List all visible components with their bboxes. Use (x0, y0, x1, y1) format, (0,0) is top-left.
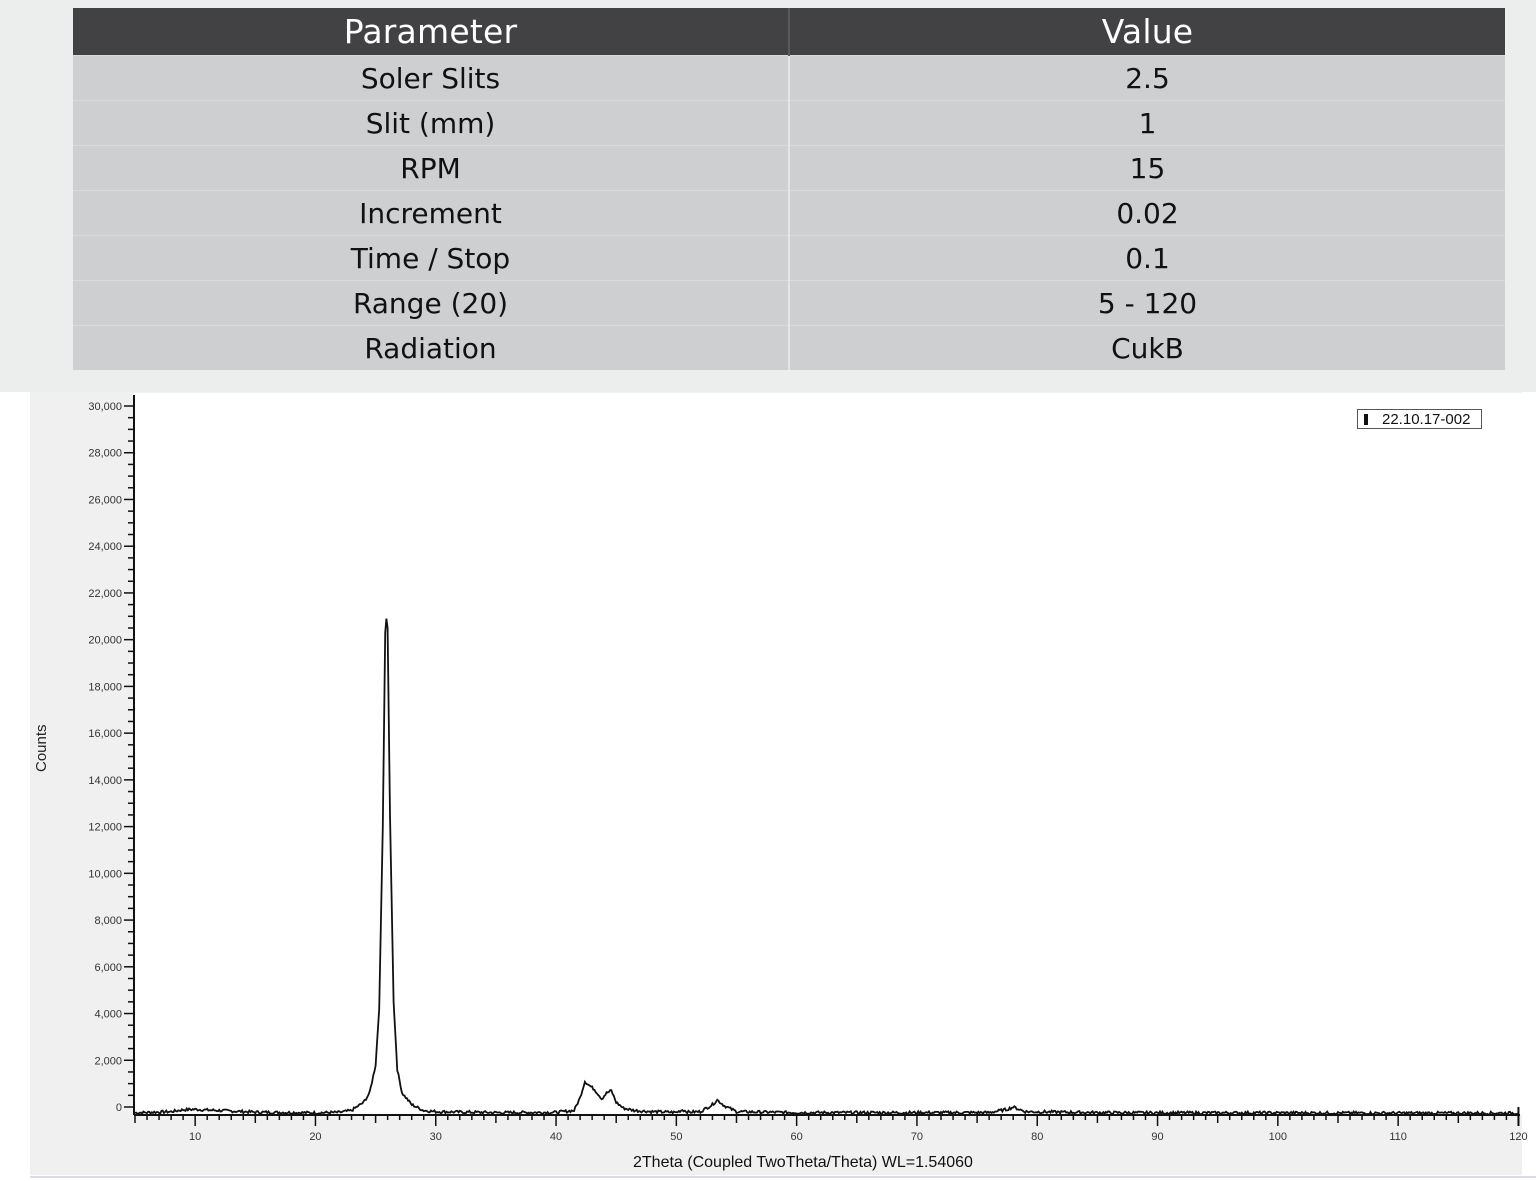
y-tick-label: 6,000 (94, 962, 122, 974)
table-row: Slit (mm) 1 (73, 100, 1505, 146)
parameter-cell: Soler Slits (73, 55, 790, 101)
value-cell: 5 - 120 (789, 280, 1505, 326)
y-axis-title: Counts (33, 724, 50, 772)
y-tick-label: 0 (116, 1102, 122, 1114)
y-tick-label: 14,000 (88, 775, 122, 787)
table-header-row: Parameter Value (73, 8, 1505, 56)
diffraction-pattern-line (134, 618, 1519, 1117)
y-tick-label: 16,000 (88, 728, 122, 740)
x-tick-label: 120 (1509, 1131, 1527, 1143)
value-cell: 0.02 (789, 190, 1505, 236)
xrd-plot: 30,000 28,000 26,000 24,000 22,000 20,000 18,0… (88, 393, 1528, 1143)
y-tick-label: 4,000 (94, 1009, 122, 1021)
parameter-cell: Radiation (73, 325, 790, 370)
x-tick-label: 40 (550, 1131, 562, 1143)
x-tick-label: 20 (309, 1131, 321, 1143)
y-tick-label: 12,000 (88, 822, 122, 834)
legend: 22.10.17-002 (1357, 409, 1482, 429)
x-tick-label: 100 (1269, 1131, 1287, 1143)
x-tick-label: 90 (1151, 1131, 1163, 1143)
y-tick-label: 18,000 (88, 681, 122, 693)
legend-swatch-icon (1364, 413, 1368, 425)
table-row: Increment 0.02 (73, 190, 1505, 236)
table-row: Time / Stop 0.1 (73, 235, 1505, 281)
parameter-cell: RPM (73, 145, 790, 191)
value-cell: 1 (789, 100, 1505, 146)
parameter-cell: Range (20) (73, 280, 790, 326)
table-row: Radiation CukB (73, 325, 1505, 370)
value-cell: 0.1 (789, 235, 1505, 281)
y-tick-label: 20,000 (88, 635, 122, 647)
y-axis: 30,000 28,000 26,000 24,000 22,000 20,000 18,0… (88, 395, 135, 1115)
y-tick-label: 26,000 (88, 494, 122, 506)
x-tick-label: 80 (1031, 1131, 1043, 1143)
plot-area (134, 393, 1522, 1115)
x-tick-label: 60 (791, 1131, 803, 1143)
column-header-value: Value (789, 8, 1505, 56)
parameter-cell: Time / Stop (73, 235, 790, 281)
x-axis: 10 20 30 40 50 60 70 80 90 100 110 120 (134, 1107, 1528, 1143)
parameters-panel: Parameter Value Soler Slits 2.5 Slit (mm) 1… (0, 0, 1536, 392)
x-tick-label: 110 (1389, 1131, 1407, 1143)
divider (30, 1176, 1536, 1178)
legend-label: 22.10.17-002 (1382, 410, 1471, 428)
x-tick-label: 50 (670, 1131, 682, 1143)
y-tick-label: 10,000 (88, 868, 122, 880)
column-header-parameter: Parameter (73, 8, 790, 56)
x-axis-title: 2Theta (Coupled TwoTheta/Theta) WL=1.540… (633, 1154, 973, 1171)
x-tick-label: 30 (430, 1131, 442, 1143)
y-tick-label: 30,000 (88, 401, 122, 413)
value-cell: 2.5 (789, 55, 1505, 101)
value-cell: 15 (789, 145, 1505, 191)
parameters-table: Parameter Value Soler Slits 2.5 Slit (mm) 1… (73, 8, 1505, 370)
table-row: RPM 15 (73, 145, 1505, 191)
y-tick-label: 2,000 (94, 1055, 122, 1067)
table-row: Range (20) 5 - 120 (73, 280, 1505, 326)
y-tick-label: 28,000 (88, 448, 122, 460)
y-tick-label: 8,000 (94, 915, 122, 927)
parameter-cell: Slit (mm) (73, 100, 790, 146)
value-cell: CukB (789, 325, 1505, 370)
x-tick-label: 70 (911, 1131, 923, 1143)
y-axis-title-wrap: Counts (33, 724, 81, 789)
y-tick-label: 22,000 (88, 588, 122, 600)
x-tick-label: 10 (189, 1131, 201, 1143)
parameter-cell: Increment (73, 190, 790, 236)
table-row: Soler Slits 2.5 (73, 55, 1505, 101)
y-tick-label: 24,000 (88, 541, 122, 553)
